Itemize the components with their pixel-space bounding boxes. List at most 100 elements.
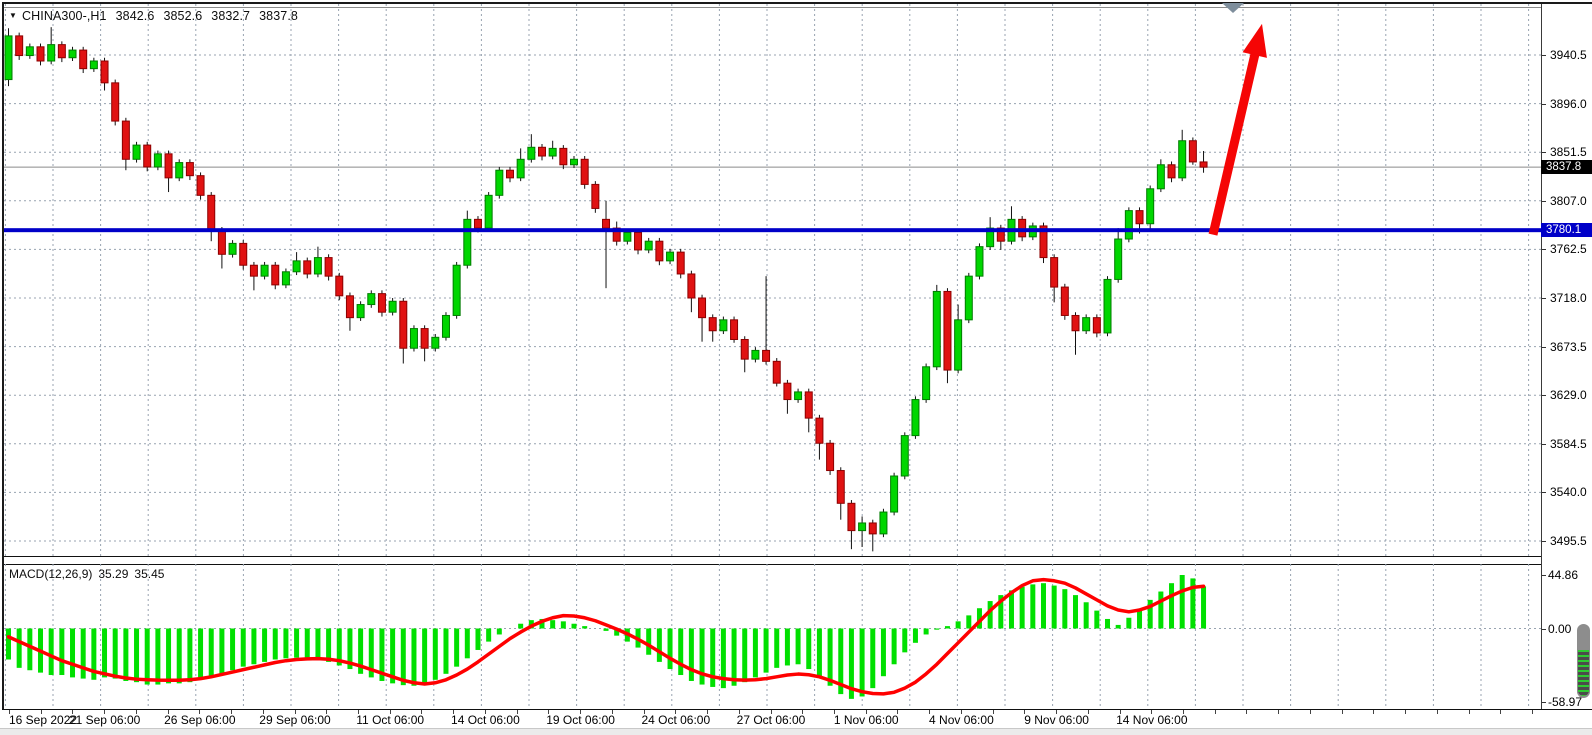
macd-histogram-bar xyxy=(571,623,577,629)
bear-candle xyxy=(324,257,333,277)
macd-histogram-bar xyxy=(1179,574,1185,629)
macd-histogram-bar xyxy=(251,628,257,665)
support-price-tag: 3780.1 xyxy=(1541,223,1592,237)
price-axis[interactable]: 3940.5 3896.0 3851.5 3807.0 3762.5 3718.0 3673… xyxy=(1541,4,1592,709)
bull-candle xyxy=(132,144,141,160)
main-chart-plot[interactable] xyxy=(4,4,1541,556)
macd-histogram-bar xyxy=(688,628,694,681)
price-axis-label: 3851.5 xyxy=(1550,145,1587,160)
macd-histogram-bar xyxy=(464,628,470,659)
bear-candle xyxy=(505,169,514,179)
macd-histogram-bar xyxy=(1030,584,1036,629)
time-axis-tick xyxy=(389,710,391,714)
bull-candle xyxy=(431,336,440,349)
scroll-indicator[interactable] xyxy=(1577,624,1590,698)
bear-candle xyxy=(345,295,354,319)
bull-candle xyxy=(1114,238,1123,280)
time-axis-label: 14 Nov 06:00 xyxy=(1116,713,1188,727)
bull-candle xyxy=(986,227,995,248)
macd-histogram-bar xyxy=(1105,618,1111,629)
bull-candle xyxy=(794,391,803,401)
macd-histogram-bar xyxy=(880,628,886,677)
price-axis-tick xyxy=(1542,540,1546,542)
window-bottom-strip xyxy=(0,728,1592,735)
macd-value: 35.29 xyxy=(98,567,129,581)
bull-candle xyxy=(495,169,504,196)
bull-candle xyxy=(484,194,493,229)
macd-histogram-bar xyxy=(912,628,918,643)
macd-histogram-bar xyxy=(646,628,652,655)
support-line[interactable] xyxy=(4,228,1541,233)
bull-candle xyxy=(922,366,931,401)
chart-panel-top-border xyxy=(4,7,1592,8)
macd-indicator-plot[interactable] xyxy=(4,564,1541,709)
bull-candle xyxy=(1178,140,1187,179)
price-axis-tick xyxy=(1542,103,1546,105)
bull-candle xyxy=(47,44,56,62)
macd-histogram-bar xyxy=(944,626,950,629)
time-axis-tick xyxy=(1183,710,1184,714)
panel-separator[interactable] xyxy=(4,556,1592,565)
macd-histogram-bar xyxy=(1083,602,1089,629)
trend-arrow-shaft[interactable] xyxy=(1208,48,1261,236)
bear-candle xyxy=(377,293,386,313)
time-axis-tick xyxy=(833,710,835,714)
price-axis-label: 3584.5 xyxy=(1550,436,1587,451)
macd-histogram-bar xyxy=(294,628,300,658)
time-axis-tick xyxy=(484,710,486,714)
macd-histogram-bar xyxy=(144,628,150,685)
bear-candle xyxy=(708,317,717,332)
current-price-tag: 3837.8 xyxy=(1541,160,1592,174)
time-axis-tick xyxy=(1436,710,1438,714)
time-axis-tick xyxy=(1024,710,1026,714)
macd-axis-label: -58.97 xyxy=(1548,695,1583,709)
bear-candle xyxy=(399,300,408,349)
time-axis-tick xyxy=(1056,710,1058,714)
macd-histogram-bar xyxy=(1073,595,1078,629)
trend-arrow-head[interactable] xyxy=(1242,23,1267,58)
macd-histogram-bar xyxy=(1158,591,1164,629)
price-axis-label: 3540.0 xyxy=(1550,485,1587,500)
macd-histogram-bar xyxy=(710,628,716,687)
time-axis-tick xyxy=(1151,710,1153,714)
macd-histogram-bar xyxy=(379,628,385,681)
macd-histogram-bar xyxy=(998,595,1004,629)
bull-candle xyxy=(548,147,557,157)
macd-histogram-bar xyxy=(486,628,492,642)
macd-histogram-bar xyxy=(923,628,929,635)
bear-candle xyxy=(217,229,226,255)
bear-candle xyxy=(826,442,835,472)
bear-candle xyxy=(473,218,482,229)
time-axis-tick xyxy=(992,710,994,714)
time-axis-tick xyxy=(453,710,455,714)
bear-candle xyxy=(15,35,24,57)
bear-candle xyxy=(836,470,845,504)
time-axis[interactable]: 16 Sep 2022 21 Sep 06:00 26 Sep 06:00 29 Se… xyxy=(2,709,1592,729)
macd-histogram-bar xyxy=(518,623,524,629)
macd-histogram-bar xyxy=(870,628,876,689)
bull-candle xyxy=(751,349,760,360)
time-axis-tick xyxy=(1278,710,1280,714)
macd-histogram-bar xyxy=(27,628,33,671)
macd-histogram-bar xyxy=(390,628,396,684)
price-axis-label: 3718.0 xyxy=(1550,290,1587,305)
macd-histogram-bar xyxy=(614,628,620,636)
macd-axis-tick xyxy=(1542,575,1546,576)
arrow-anchor-marker-icon[interactable] xyxy=(1222,3,1244,13)
time-axis-label: 11 Oct 06:00 xyxy=(356,713,425,727)
price-axis-label: 3896.0 xyxy=(1550,96,1587,111)
macd-histogram-bar xyxy=(848,628,854,699)
bear-candle xyxy=(36,46,45,62)
macd-histogram-bar xyxy=(422,628,428,684)
macd-histogram-bar xyxy=(347,628,353,670)
macd-histogram-bar xyxy=(454,628,460,667)
time-axis-tick xyxy=(1119,710,1121,714)
symbol-dropdown-icon[interactable]: ▼ xyxy=(9,11,18,20)
time-axis-tick xyxy=(1500,710,1502,714)
bear-candle xyxy=(79,49,88,70)
bull-candle xyxy=(644,240,653,251)
time-axis-tick xyxy=(1246,710,1248,714)
bull-candle xyxy=(313,257,322,275)
macd-histogram-bar xyxy=(283,628,289,659)
bull-candle xyxy=(175,162,184,179)
